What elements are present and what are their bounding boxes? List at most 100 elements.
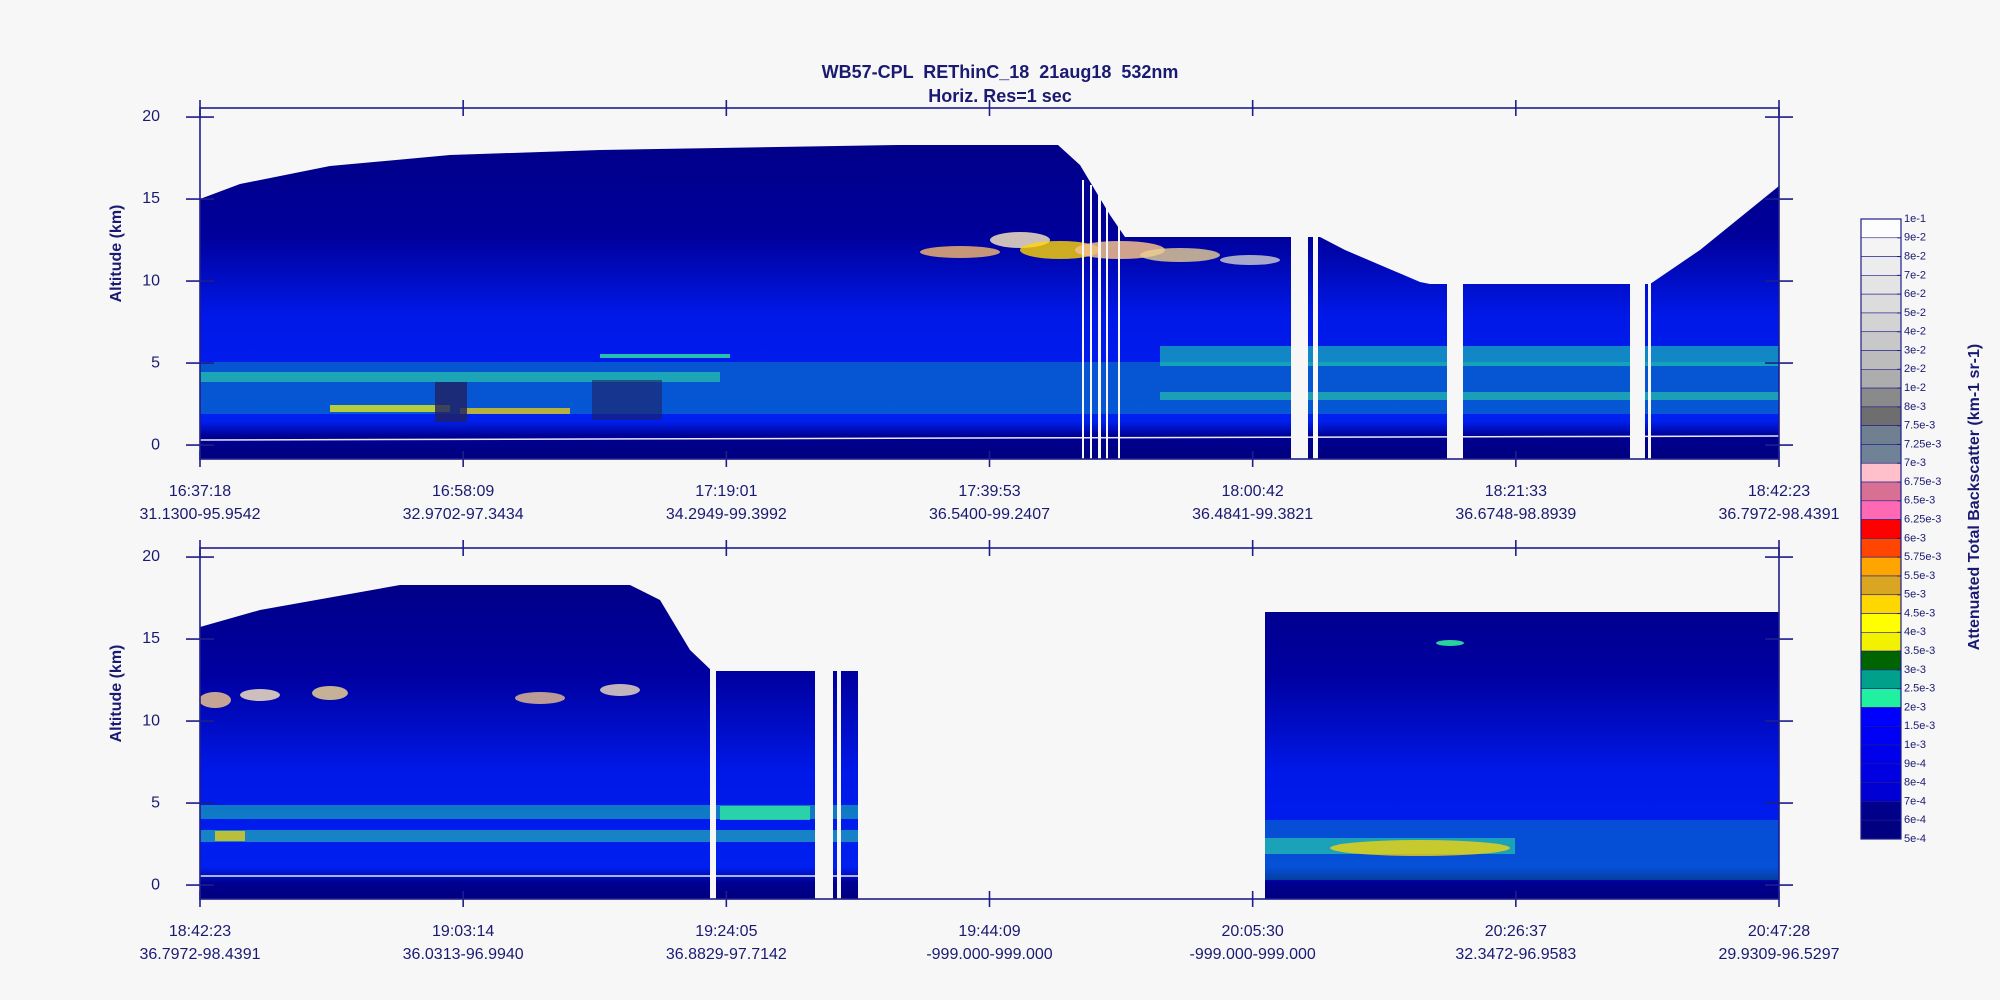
colorbar-tick-label: 5.75e-3 [1904,551,1941,563]
colorbar-band [1860,575,1902,596]
x-tick-sublabel: 36.0313-96.9940 [403,946,524,963]
aerosol-layer [200,830,858,842]
x-tick-sublabel: -999.000-999.000 [1190,946,1316,963]
y-tick-label: 20 [142,548,160,565]
colorbar-tick-label: 7.25e-3 [1904,438,1941,450]
x-tick-label: 18:42:23 [169,923,231,940]
x-tick-label: 18:21:33 [1485,483,1547,500]
chart-title: WB57-CPL REThinC_18 21aug18 532nm [822,62,1179,82]
x-tick-sublabel: 36.5400-99.2407 [929,506,1050,523]
x-tick-sublabel: 36.4841-99.3821 [1192,506,1313,523]
colorbar-tick-label: 1e-1 [1904,213,1926,225]
y-tick-label: 10 [142,272,160,289]
colorbar-band [1860,462,1902,483]
colorbar-tick-label: 6.75e-3 [1904,476,1941,488]
x-tick-sublabel: 36.8829-97.7142 [666,946,787,963]
colorbar-band [1860,312,1902,333]
y-tick-label: 5 [151,794,160,811]
y-tick-label: 5 [151,354,160,371]
x-tick-label: 19:44:09 [958,923,1020,940]
y-tick-label: 0 [151,436,160,453]
colorbar-band [1860,594,1902,614]
colorbar-tick-label: 7e-3 [1904,457,1926,469]
x-tick-label: 16:58:09 [432,483,494,500]
colorbar-band [1860,632,1902,652]
colorbar-tick-label: 5.5e-3 [1904,570,1935,582]
x-tick-label: 18:00:42 [1222,483,1284,500]
colorbar-tick-label: 7.5e-3 [1904,420,1935,432]
colorbar-band [1860,481,1902,502]
x-tick-sublabel: 36.7972-98.4391 [140,946,261,963]
colorbar-tick-label: 6.5e-3 [1904,495,1935,507]
colorbar-band [1860,763,1902,783]
aerosol-layer [460,408,570,414]
colorbar-tick-label: 7e-4 [1904,795,1926,807]
aerosol-layer [200,805,858,819]
colorbar-tick-label: 7e-2 [1904,269,1926,281]
y-tick-label: 15 [142,630,160,647]
curtain-top [199,145,1780,459]
colorbar-tick-label: 1.5e-3 [1904,720,1935,732]
aerosol-layer [1160,392,1779,400]
x-tick-sublabel: 36.7972-98.4391 [1719,506,1840,523]
x-tick-label: 17:19:01 [695,483,757,500]
colorbar-tick-label: 8e-4 [1904,777,1926,789]
colorbar-band [1860,387,1902,408]
colorbar-tick-label: 3.5e-3 [1904,645,1935,657]
colorbar-tick-label: 1e-3 [1904,739,1926,751]
colorbar-band [1860,331,1902,351]
aerosol-layer [1160,346,1779,366]
colorbar-band [1860,350,1902,370]
x-tick-label: 20:05:30 [1222,923,1284,940]
colorbar-band [1860,444,1902,464]
colorbar-tick-label: 3e-3 [1904,664,1926,676]
colorbar-band [1860,725,1902,746]
y-tick-label: 20 [142,108,160,125]
colorbar-band [1860,538,1902,558]
colorbar-band [1860,688,1902,708]
colorbar-band [1860,556,1902,577]
x-tick-sublabel: -999.000-999.000 [926,946,1052,963]
colorbar-tick-label: 3e-2 [1904,344,1926,356]
colorbar-tick-label: 6.25e-3 [1904,514,1941,526]
data-gap [1082,180,1651,459]
aerosol-layer [435,382,467,422]
x-tick-label: 18:42:23 [1748,483,1810,500]
data-gap [710,660,841,899]
cirrus [199,640,1464,708]
colorbar-tick-label: 2e-3 [1904,701,1926,713]
colorbar-tick-label: 1e-2 [1904,382,1926,394]
colorbar-tick-label: 6e-4 [1904,814,1926,826]
y-axis-label: Altitude (km) [108,205,125,303]
colorbar-tick-label: 8e-3 [1904,401,1926,413]
colorbar-tick-label: 5e-4 [1904,833,1926,845]
colorbar-band [1860,369,1902,389]
colorbar-band [1860,406,1902,426]
aerosol-layer [720,806,810,820]
x-tick-label: 19:03:14 [432,923,494,940]
colorbar-tick-label: 5e-2 [1904,307,1926,319]
x-tick-label: 19:24:05 [695,923,757,940]
colorbar-tick-label: 4.5e-3 [1904,607,1935,619]
x-tick-label: 17:39:53 [958,483,1020,500]
colorbar-tick-label: 4e-2 [1904,326,1926,338]
colorbar-band [1860,500,1902,520]
aerosol-layer [1330,840,1510,856]
aerosol-layer [600,354,730,358]
colorbar-band [1860,237,1902,257]
colorbar-band [1860,744,1902,765]
colorbar-band [1860,707,1902,727]
aerosol-layer [200,372,720,382]
y-axis-label: Altitude (km) [108,645,125,743]
colorbar-band [1860,218,1902,239]
x-tick-sublabel: 34.2949-99.3992 [666,506,787,523]
colorbar-tick-label: 4e-3 [1904,626,1926,638]
colorbar-band [1860,801,1902,821]
x-tick-sublabel: 36.6748-98.8939 [1455,506,1576,523]
surface-return [199,435,1780,441]
colorbar-tick-label: 6e-3 [1904,532,1926,544]
x-tick-sublabel: 32.3472-96.9583 [1455,946,1576,963]
x-tick-label: 20:47:28 [1748,923,1810,940]
backscatter-field [200,585,858,899]
aerosol-layer [330,405,450,412]
